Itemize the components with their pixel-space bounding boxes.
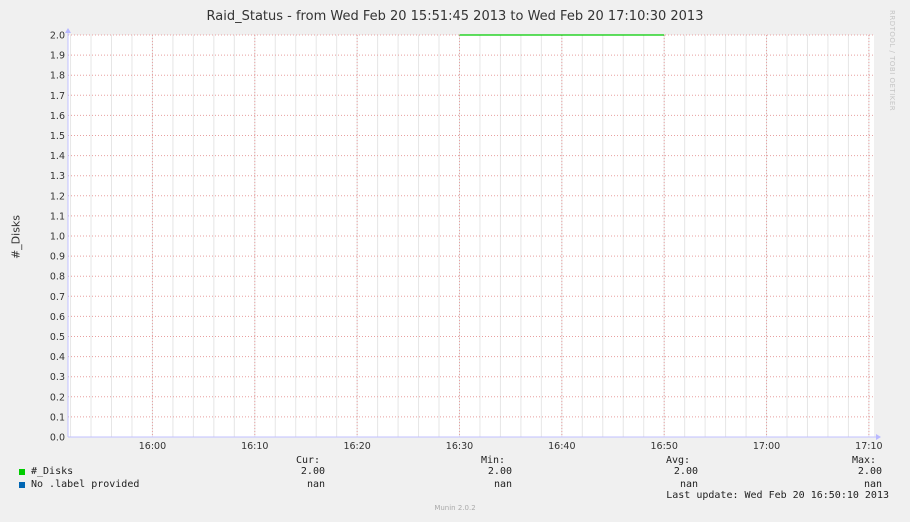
y-tick-label: 1.8: [50, 71, 65, 82]
y-tick-label: 1.2: [50, 191, 65, 202]
x-tick-label: 16:30: [446, 441, 473, 452]
x-tick-label: 16:40: [548, 441, 575, 452]
y-tick-label: 0.8: [50, 272, 65, 283]
y-tick-label: 0.1: [50, 412, 65, 423]
y-tick-label: 1.7: [50, 91, 65, 102]
y-tick-label: 1.0: [50, 232, 65, 243]
chart-title: Raid_Status - from Wed Feb 20 15:51:45 2…: [206, 9, 704, 24]
y-tick-label: 1.1: [50, 211, 65, 222]
y-tick-label: 2.0: [50, 31, 65, 42]
x-tick-label: 16:10: [241, 441, 268, 452]
y-tick-label: 1.6: [50, 111, 65, 122]
x-tick-label: 16:50: [650, 441, 677, 452]
x-tick-label: 17:00: [753, 441, 780, 452]
axes: [65, 28, 881, 440]
munin-version: Munin 2.0.2: [434, 504, 476, 512]
x-tick-label: 17:10: [855, 441, 882, 452]
y-tick-label: 0.2: [50, 392, 65, 403]
y-tick-label: 1.4: [50, 151, 65, 162]
y-tick-label: 0.3: [50, 372, 65, 383]
y-axis-arrow: [65, 28, 71, 33]
y-tick-label: 0.0: [50, 433, 65, 444]
y-tick-label: 1.3: [50, 171, 65, 182]
y-tick-label: 1.9: [50, 51, 65, 62]
x-tick-label: 16:00: [139, 441, 166, 452]
y-tick-label: 0.4: [50, 352, 65, 363]
y-tick-label: 0.5: [50, 332, 65, 343]
y-tick-label: 1.5: [50, 131, 65, 142]
x-ticks: 16:00 16:10 16:20 16:30 16:40 16:50 17:00 17:10: [139, 441, 883, 452]
rrdtool-credit: RRDTOOL / TOBI OETIKER: [888, 10, 896, 112]
x-tick-label: 16:20: [343, 441, 370, 452]
y-tick-label: 0.9: [50, 252, 65, 263]
y-tick-label: 0.6: [50, 312, 65, 323]
y-ticks: 0.0 0.1 0.2 0.3 0.4 0.5 0.6 0.7 0.8 0.9 1.0 1.1 1.2 1…: [50, 31, 65, 444]
x-axis-arrow: [876, 434, 881, 440]
y-tick-label: 0.7: [50, 292, 65, 303]
